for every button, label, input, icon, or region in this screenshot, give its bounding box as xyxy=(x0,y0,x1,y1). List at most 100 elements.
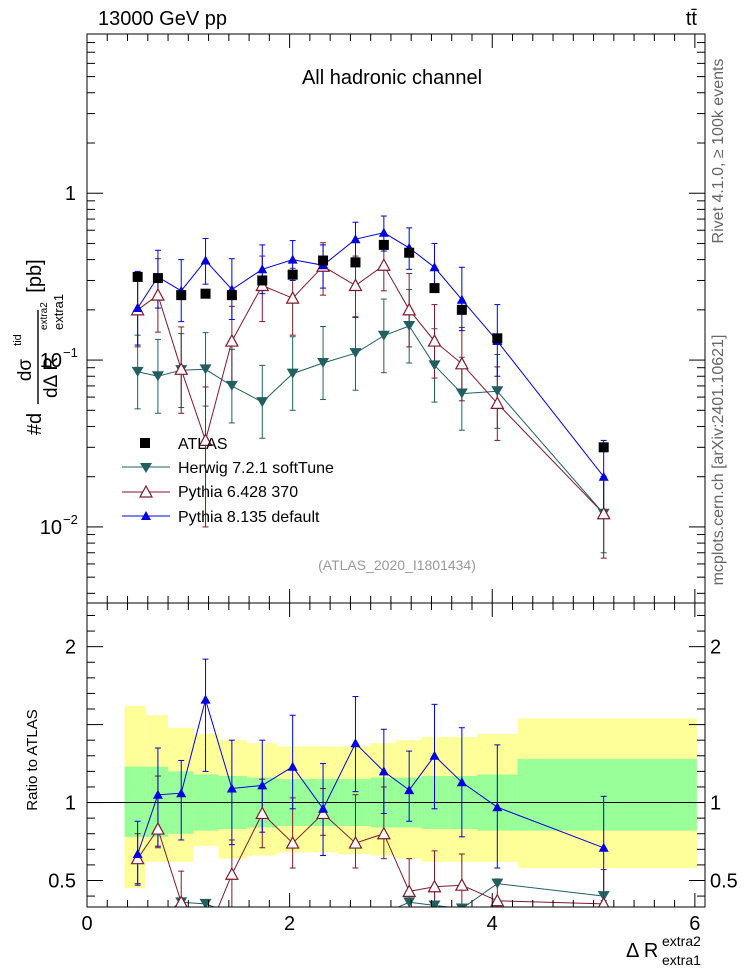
analysis-id: (ATLAS_2020_I1801434) xyxy=(318,557,476,573)
ratio-point-pythia8-6 xyxy=(287,761,298,771)
main-point-atlas-3 xyxy=(200,288,211,299)
xlabel-sup: extra2 xyxy=(662,933,701,949)
main-point-pythia6-8 xyxy=(348,278,363,292)
ratio-point-pythia6-6 xyxy=(285,835,300,849)
main-point-pythia6-3 xyxy=(198,433,213,447)
ratio-y-tick-label-right-0: 2 xyxy=(710,637,721,659)
main-point-herwig-7 xyxy=(317,358,330,369)
main-point-atlas-10 xyxy=(404,247,415,258)
main-y-tick-label-2: 10 xyxy=(40,517,62,539)
ratio-point-pythia8-13 xyxy=(492,802,503,812)
legend-marker-herwig xyxy=(140,463,152,473)
ratio-point-pythia8-4 xyxy=(226,783,237,793)
ratio-line-herwig xyxy=(173,883,604,907)
ratio-point-pythia8-9 xyxy=(378,766,389,776)
ratio-point-pythia6-2 xyxy=(174,895,188,907)
main-point-pythia8-14 xyxy=(598,471,609,481)
mcplots-site-label: mcplots.cern.ch [arXiv:2401.10621] xyxy=(710,335,727,586)
legend-label-pythia8: Pythia 8.135 default xyxy=(178,509,320,526)
main-point-pythia8-9 xyxy=(378,227,389,237)
main-point-atlas-9 xyxy=(378,239,389,250)
ratio-point-pythia6-1 xyxy=(150,821,165,835)
ratio-point-pythia8-7 xyxy=(318,803,329,813)
main-point-pythia6-14 xyxy=(596,506,611,520)
axis-ticks xyxy=(86,33,705,907)
ylabel-denominator-sup: extra2 xyxy=(39,302,50,330)
main-y-axis-label: #d dσ tid dΔ R extra1 extra2 [pb] xyxy=(12,259,66,435)
main-point-pythia8-3 xyxy=(200,255,211,265)
main-point-pythia8-6 xyxy=(287,254,298,264)
x-tick-label-1: 2 xyxy=(284,913,295,935)
legend: ATLAS Herwig 7.2.1 softTune Pythia 6.428… xyxy=(122,436,334,526)
ratio-point-pythia6-5 xyxy=(255,806,270,820)
main-point-pythia6-10 xyxy=(402,302,417,316)
ratio-point-pythia6-14 xyxy=(598,896,610,907)
main-point-pythia6-1 xyxy=(150,287,165,301)
main-point-pythia8-0 xyxy=(132,303,143,313)
legend-label-pythia6: Pythia 6.428 370 xyxy=(178,484,298,501)
main-point-herwig-10 xyxy=(403,321,416,332)
rivet-version-label: Rivet 4.1.0, ≥ 100k events xyxy=(710,59,727,244)
main-point-herwig-4 xyxy=(225,380,238,391)
ratio-point-herwig-13 xyxy=(491,878,504,889)
main-point-atlas-11 xyxy=(429,283,440,294)
main-point-pythia8-11 xyxy=(429,262,440,272)
main-y-tick-label-1: 10 xyxy=(40,350,62,372)
ratio-point-pythia8-5 xyxy=(257,780,268,790)
ratio-y-tick-label-right-1: 1 xyxy=(710,793,721,815)
main-point-atlas-6 xyxy=(287,269,298,280)
ratio-y-tick-label-left-2: 0.5 xyxy=(48,870,76,892)
ratio-point-pythia8-8 xyxy=(350,738,361,748)
energy-label: 13000 GeV pp xyxy=(98,8,227,30)
x-tick-label-2: 4 xyxy=(487,913,498,935)
main-point-atlas-0 xyxy=(132,271,143,282)
ratio-point-herwig-10 xyxy=(403,897,416,907)
main-point-pythia6-2 xyxy=(174,362,189,375)
ratio-y-tick-label-left-1: 1 xyxy=(65,793,76,815)
main-point-herwig-0 xyxy=(131,366,144,377)
main-point-pythia6-12 xyxy=(454,356,469,370)
main-point-herwig-11 xyxy=(428,360,441,371)
ratio-point-herwig-14 xyxy=(597,891,610,902)
main-point-pythia8-8 xyxy=(350,234,361,244)
legend-label-herwig: Herwig 7.2.1 softTune xyxy=(178,460,334,477)
main-point-herwig-1 xyxy=(151,371,164,382)
ratio-point-pythia8-2 xyxy=(176,788,187,798)
legend-marker-pythia6 xyxy=(138,484,154,498)
ratio-point-pythia8-0 xyxy=(132,848,143,858)
ylabel-denominator-sub: extra1 xyxy=(51,294,66,330)
ylabel-numerator: dσ xyxy=(15,359,36,382)
main-point-atlas-8 xyxy=(350,257,361,268)
main-point-pythia6-6 xyxy=(285,290,300,304)
main-point-herwig-13 xyxy=(491,386,504,397)
main-point-atlas-13 xyxy=(492,333,503,344)
ratio-y-tick-label-left-0: 2 xyxy=(65,637,76,659)
main-point-pythia6-11 xyxy=(427,333,442,347)
ratio-point-pythia6-13 xyxy=(490,893,505,907)
ylabel-numerator-sup: tid xyxy=(12,334,24,346)
main-point-atlas-12 xyxy=(456,304,467,315)
legend-marker-pythia8 xyxy=(141,511,151,520)
ylabel-denominator: dΔ R xyxy=(41,357,62,398)
main-y-tick-label-0: 1 xyxy=(65,183,76,205)
main-point-pythia6-9 xyxy=(376,258,391,271)
main-point-herwig-9 xyxy=(377,330,390,341)
main-y-tick-exp-2: −2 xyxy=(63,512,78,527)
main-point-atlas-14 xyxy=(598,442,609,453)
main-point-atlas-7 xyxy=(318,255,329,266)
ratio-band-inner-0 xyxy=(124,766,146,837)
ratio-y-tick-label-right-2: 0.5 xyxy=(710,870,738,892)
main-point-atlas-2 xyxy=(176,290,187,301)
main-point-pythia8-5 xyxy=(257,264,268,274)
legend-label-atlas: ATLAS xyxy=(178,436,228,453)
main-point-herwig-8 xyxy=(349,348,362,359)
ylabel-unit: [pb] xyxy=(24,259,46,292)
ratio-point-pythia6-0 xyxy=(130,851,145,865)
main-point-atlas-5 xyxy=(257,275,268,286)
main-point-atlas-4 xyxy=(226,290,237,301)
main-point-pythia8-12 xyxy=(456,294,467,304)
main-point-herwig-6 xyxy=(286,368,299,379)
channel-title: All hadronic channel xyxy=(302,67,482,89)
main-point-pythia6-4 xyxy=(224,333,239,347)
